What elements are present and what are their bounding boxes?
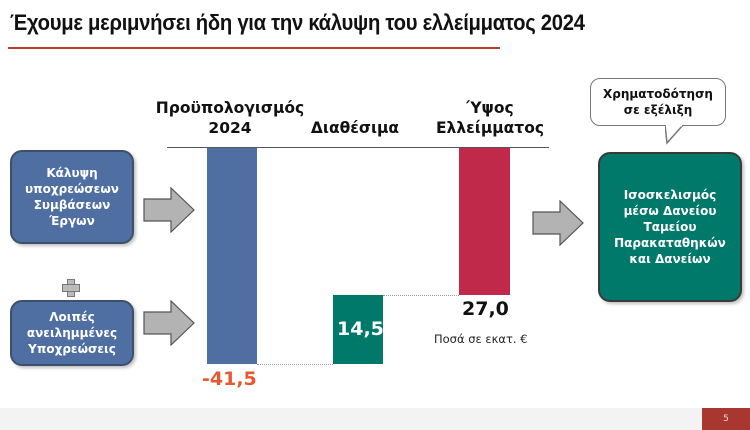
- category-label-budget-line1: Προϋπολογισμός: [155, 99, 305, 117]
- box-other-obligations-label: Λοιπές ανειλημμένες Υποχρεώσεις: [26, 310, 118, 356]
- speech-bubble: Χρηματοδότηση σε εξέλιξη: [590, 78, 726, 126]
- category-label-deficit-line2: Ελλείμματος: [435, 119, 545, 137]
- bar-available: [333, 295, 383, 364]
- plus-icon: [62, 279, 80, 297]
- speech-bubble-text: Χρηματοδότηση σε εξέλιξη: [603, 87, 713, 117]
- page-number: 5: [702, 408, 750, 430]
- box-other-obligations: Λοιπές ανειλημμένες Υποχρεώσεις: [10, 300, 134, 366]
- speech-bubble-tail: [665, 125, 685, 145]
- arrow-right-icon: [532, 200, 584, 246]
- box-contract-obligations: Κάλυψη υποχρεώσεων Συμβάσεων Έργων: [10, 150, 134, 244]
- arrow-right-icon: [143, 187, 195, 233]
- box-contract-obligations-label: Κάλυψη υποχρεώσεων Συμβάσεων Έργων: [25, 166, 119, 228]
- slide-title: Έχουμε μεριμνήσει ήδη για την κάλυψη του…: [10, 10, 585, 35]
- value-budget: -41,5: [202, 368, 257, 390]
- box-loan-balancing: Ισοσκελισμός μέσω Δανείου Ταμείου Παρακα…: [598, 152, 742, 302]
- value-available: 14,5: [337, 318, 384, 340]
- units-note: Ποσά σε εκατ. €: [434, 332, 528, 346]
- chart-baseline: [167, 147, 549, 148]
- connector-line: [257, 364, 333, 365]
- title-underline: [8, 47, 500, 49]
- footer-bar: [0, 408, 702, 430]
- box-loan-balancing-label: Ισοσκελισμός μέσω Δανείου Ταμείου Παρακα…: [614, 188, 726, 266]
- category-label-available-text: Διαθέσιμα: [310, 119, 400, 137]
- bar-budget: [207, 148, 257, 364]
- category-label-deficit: Ύψος Ελλείμματος: [420, 98, 560, 138]
- connector-line: [383, 295, 459, 296]
- category-label-budget-line2: 2024: [208, 119, 252, 137]
- arrow-right-icon: [143, 300, 195, 346]
- bar-deficit: [459, 148, 510, 295]
- category-label-budget: Προϋπολογισμός 2024: [150, 98, 310, 138]
- category-label-available: Διαθέσιμα: [300, 118, 410, 138]
- category-label-deficit-line1: Ύψος: [466, 99, 514, 117]
- value-deficit: 27,0: [462, 298, 509, 320]
